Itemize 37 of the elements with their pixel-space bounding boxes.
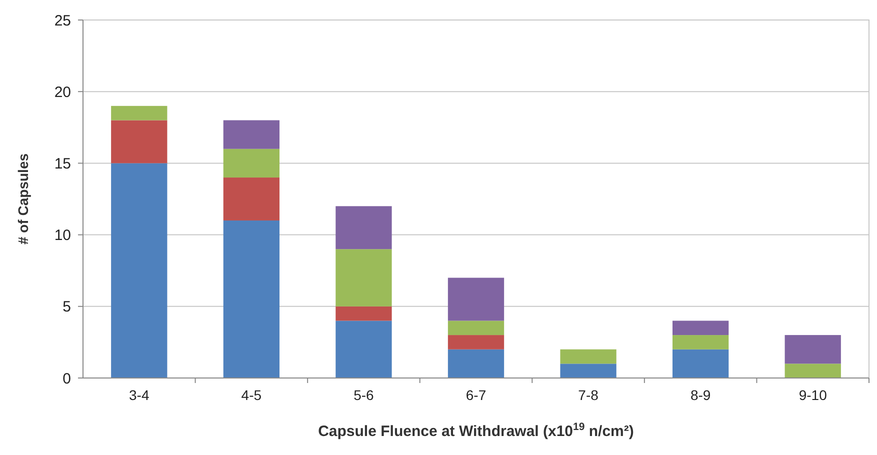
bar bbox=[111, 106, 168, 120]
bar bbox=[336, 206, 392, 250]
bar bbox=[672, 320, 729, 336]
bar bbox=[560, 349, 616, 364]
bar bbox=[784, 364, 841, 378]
y-tick-label: 5 bbox=[62, 298, 71, 316]
bar bbox=[223, 220, 280, 378]
x-tick-label: 5-6 bbox=[354, 387, 374, 403]
y-tick-label: 10 bbox=[54, 227, 71, 244]
x-tick-label: 7-8 bbox=[578, 387, 599, 403]
y-tick-label: 20 bbox=[54, 84, 71, 101]
bar bbox=[223, 120, 280, 149]
bar bbox=[111, 120, 168, 164]
bar bbox=[223, 148, 280, 178]
x-tick-label: 9-10 bbox=[798, 387, 828, 403]
bar bbox=[448, 320, 504, 336]
y-tick-label: 25 bbox=[54, 12, 71, 30]
x-tick-label: 4-5 bbox=[241, 387, 262, 403]
bar bbox=[111, 163, 168, 378]
bar bbox=[672, 349, 729, 378]
bar bbox=[336, 249, 392, 306]
bar bbox=[448, 278, 504, 321]
bar bbox=[448, 335, 504, 350]
bar bbox=[784, 335, 841, 364]
x-tick-label: 3-4 bbox=[129, 387, 150, 403]
bar bbox=[223, 178, 280, 220]
y-tick-label: 0 bbox=[62, 370, 71, 388]
y-tick-label: 15 bbox=[54, 155, 71, 172]
x-axis-title: Capsule Fluence at Withdrawal (x10$^{19}$ n/cm²) bbox=[318, 421, 634, 440]
x-tick-label: 6-7 bbox=[466, 387, 486, 403]
bar bbox=[672, 335, 729, 350]
y-axis-title: # of Capsules bbox=[15, 153, 31, 245]
bar bbox=[448, 349, 504, 378]
bar bbox=[336, 306, 392, 321]
x-tick-label: 8-9 bbox=[690, 387, 711, 403]
bar bbox=[336, 320, 392, 378]
bar bbox=[560, 364, 616, 378]
